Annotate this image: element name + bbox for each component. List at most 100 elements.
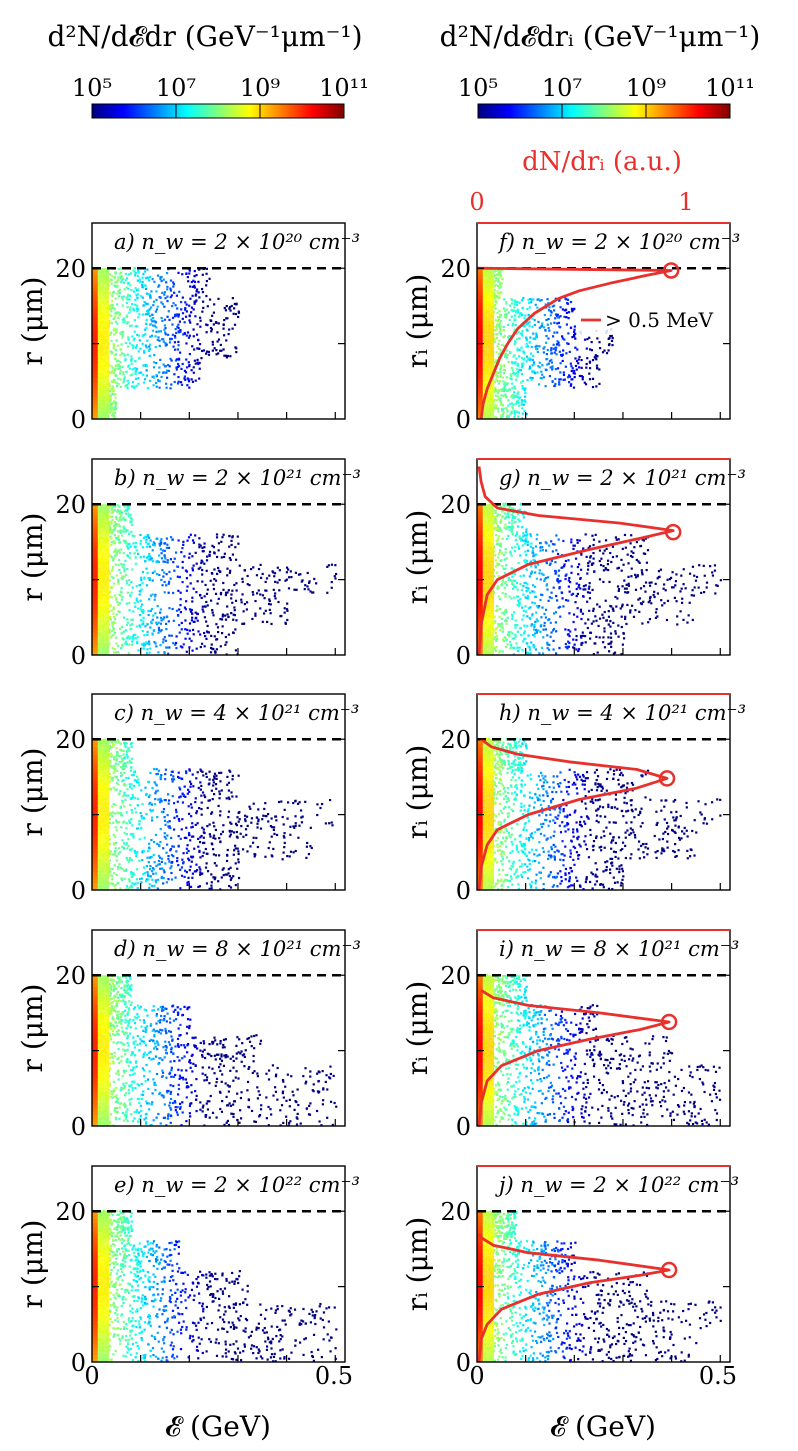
heat-cell xyxy=(326,565,329,568)
heat-cell xyxy=(240,824,243,828)
heat-cell xyxy=(171,305,174,308)
heat-cell xyxy=(110,504,113,507)
heat-cell xyxy=(110,543,113,547)
heat-cell xyxy=(166,1012,169,1015)
heat-cell xyxy=(192,835,195,838)
heat-core xyxy=(97,343,110,348)
heat-cell xyxy=(115,553,118,557)
heat-cell xyxy=(209,651,213,654)
heat-cell xyxy=(135,307,138,310)
heat-cell xyxy=(142,622,145,626)
heat-cell xyxy=(239,832,242,835)
heat-cell xyxy=(262,612,266,615)
heat-cell xyxy=(127,515,130,518)
heat-cell xyxy=(129,624,132,627)
heat-core xyxy=(97,545,110,550)
heat-cell xyxy=(257,808,260,811)
heat-core xyxy=(97,351,110,356)
heat-core xyxy=(97,788,110,793)
heat-cell xyxy=(255,816,259,819)
heat-cell xyxy=(172,591,175,595)
heat-cell xyxy=(114,348,118,352)
heat-cell xyxy=(219,593,223,596)
heat-cell xyxy=(171,778,174,781)
heat-cell xyxy=(206,631,209,634)
heat-cell xyxy=(112,306,115,310)
heat-core xyxy=(92,784,98,789)
heat-cell xyxy=(165,1020,168,1023)
heat-cell xyxy=(163,580,166,584)
heat-cell xyxy=(198,361,201,365)
heat-cell xyxy=(216,331,219,334)
heat-cell xyxy=(190,639,193,643)
heat-cell xyxy=(199,1049,202,1052)
heat-cell xyxy=(119,511,122,514)
heat-cell xyxy=(112,556,115,560)
heat-cell xyxy=(109,822,112,825)
heat-cell xyxy=(190,826,193,829)
heat-core xyxy=(97,572,110,577)
heat-cell xyxy=(168,820,171,823)
heat-cell xyxy=(128,785,132,789)
heat-cell xyxy=(161,549,165,552)
heat-cell xyxy=(158,371,161,374)
heat-cell xyxy=(135,294,138,297)
heat-cell xyxy=(181,858,184,861)
heat-cell xyxy=(201,608,204,611)
heat-cell xyxy=(149,626,152,629)
heat-core xyxy=(97,579,110,584)
heat-cell xyxy=(176,575,179,578)
heat-cell xyxy=(110,755,113,758)
heat-cell xyxy=(156,616,159,619)
heat-cell xyxy=(178,320,181,323)
heat-cell xyxy=(146,623,149,626)
heat-cell xyxy=(177,375,180,379)
heat-cell xyxy=(153,280,156,283)
heat-cell xyxy=(219,840,222,844)
heat-core xyxy=(97,784,110,789)
heat-cell xyxy=(114,841,118,845)
heat-core xyxy=(97,313,110,318)
heat-cell xyxy=(241,577,244,580)
heat-cell xyxy=(157,1020,160,1023)
heat-cell xyxy=(159,827,162,831)
heat-cell xyxy=(285,608,289,611)
heat-core xyxy=(92,553,98,558)
heat-core xyxy=(92,746,98,752)
heat-cell xyxy=(148,545,151,548)
heat-cell xyxy=(187,857,190,860)
heat-core xyxy=(92,788,98,793)
heat-cell xyxy=(256,822,259,825)
heat-cell xyxy=(108,404,111,407)
heat-cell xyxy=(200,561,203,565)
heat-cell xyxy=(235,351,238,354)
heat-cell xyxy=(114,281,117,284)
heat-cell xyxy=(127,321,130,324)
heat-core xyxy=(92,795,98,801)
heat-cell xyxy=(261,620,264,623)
heat-cell xyxy=(193,286,197,289)
heat-cell xyxy=(178,351,182,354)
heat-cell xyxy=(111,366,114,370)
heat-cell xyxy=(185,600,188,603)
heat-cell xyxy=(126,353,129,356)
heat-cell xyxy=(111,626,114,629)
heat-cell xyxy=(215,536,219,539)
heat-cell xyxy=(245,815,249,818)
heat-cell xyxy=(205,272,208,275)
heat-cell xyxy=(186,1018,190,1021)
heat-cell xyxy=(229,1069,232,1072)
heat-cell xyxy=(160,619,163,622)
heat-cell xyxy=(143,381,146,384)
heat-cell xyxy=(224,643,227,646)
heat-cell xyxy=(149,323,152,326)
heat-cell xyxy=(139,812,142,815)
heat-cell xyxy=(236,535,239,538)
heat-cell xyxy=(292,801,295,805)
heat-cell xyxy=(114,651,117,654)
heat-cell xyxy=(311,591,314,594)
heat-cell xyxy=(273,575,276,578)
heat-cell xyxy=(332,1074,335,1078)
heat-cell xyxy=(226,317,229,320)
heat-cell xyxy=(222,867,225,870)
